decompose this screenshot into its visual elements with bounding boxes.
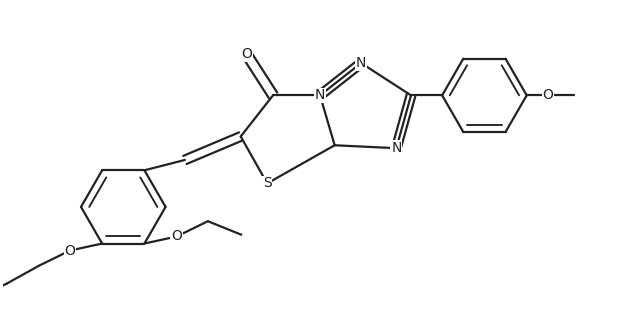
Text: S: S (263, 176, 271, 190)
Text: N: N (315, 88, 325, 102)
Text: N: N (356, 56, 366, 70)
Text: N: N (391, 141, 401, 155)
Text: O: O (241, 47, 252, 61)
Text: O: O (172, 230, 182, 243)
Text: O: O (543, 88, 553, 102)
Text: O: O (65, 244, 76, 257)
